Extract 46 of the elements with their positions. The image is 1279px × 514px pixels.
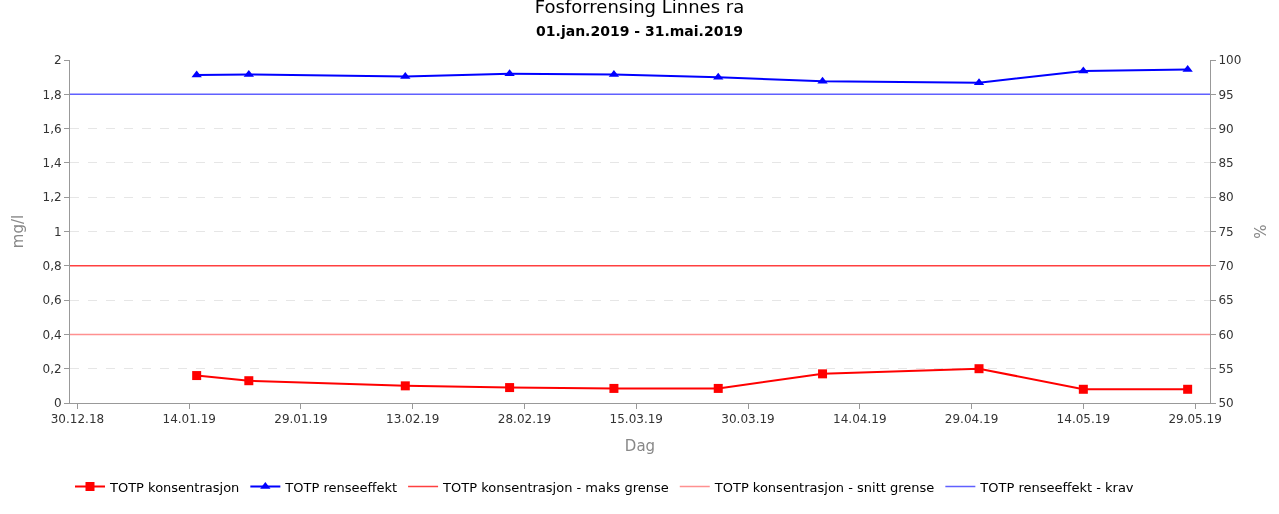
x-tick-label: 29.04.19 — [944, 412, 999, 427]
legend-label: TOTP renseeffekt — [284, 479, 398, 495]
y-tick-label: 1,6 — [42, 121, 62, 136]
y2-tick-label: 55 — [1218, 361, 1234, 376]
legend-label: TOTP renseeffekt - krav — [979, 479, 1134, 495]
y2-tick-label: 60 — [1218, 327, 1234, 342]
y-axis-title: mg/l — [8, 214, 27, 249]
legend-label: TOTP konsentrasjon - maks grense — [442, 479, 669, 495]
x-tick-label: 28.02.19 — [497, 412, 552, 427]
y2-tick-label: 65 — [1218, 293, 1234, 308]
x-tick-label: 14.01.19 — [162, 412, 216, 427]
chart-subtitle: 01.jan.2019 - 31.mai.2019 — [536, 23, 743, 40]
x-tick-label: 15.03.19 — [609, 412, 663, 427]
x-tick-label: 14.05.19 — [1056, 412, 1111, 427]
point — [400, 71, 411, 79]
x-tick-label: 13.02.19 — [386, 412, 440, 427]
legend-label: TOTP konsentrasjon — [109, 479, 240, 495]
y2-tick-label: 75 — [1218, 224, 1234, 239]
y2-tick-label: 90 — [1218, 121, 1234, 136]
y-tick-label: 1,2 — [42, 190, 62, 205]
y2-tick-label: 70 — [1218, 259, 1234, 273]
x-tick-label: 29.01.19 — [274, 412, 328, 427]
y2-tick-label: 85 — [1218, 156, 1234, 171]
x-tick-label: 30.12.18 — [50, 412, 105, 427]
y2-tick-label: 80 — [1218, 190, 1234, 205]
y-tick-label: 2 — [53, 53, 62, 68]
chart-title: Fosforrensing Linnes ra — [534, 0, 745, 17]
y-tick-label: 1 — [53, 224, 62, 239]
x-tick-label: 14.04.19 — [833, 412, 887, 427]
y2-tick-label: 95 — [1218, 87, 1234, 102]
y-tick-label: 0,8 — [42, 259, 62, 273]
legend-label: TOTP konsentrasjon - snitt grense — [713, 479, 935, 495]
y-tick-label: 0 — [53, 396, 62, 411]
y2-tick-label: 50 — [1218, 396, 1234, 411]
point — [817, 76, 828, 84]
x-tick-label: 29.05.19 — [1168, 412, 1222, 427]
y-tick-label: 0,2 — [42, 361, 62, 376]
y-tick-label: 0,4 — [42, 327, 62, 342]
y-tick-label: 1,4 — [42, 156, 62, 171]
y2-tick-label: 100 — [1218, 53, 1242, 68]
y2-axis-title: % — [1252, 224, 1271, 239]
x-tick-label: 30.03.19 — [721, 412, 775, 427]
y-tick-label: 0,6 — [42, 293, 62, 308]
point — [1078, 66, 1089, 74]
y-tick-label: 1,8 — [42, 87, 62, 102]
x-axis-title: Dag — [624, 437, 656, 456]
